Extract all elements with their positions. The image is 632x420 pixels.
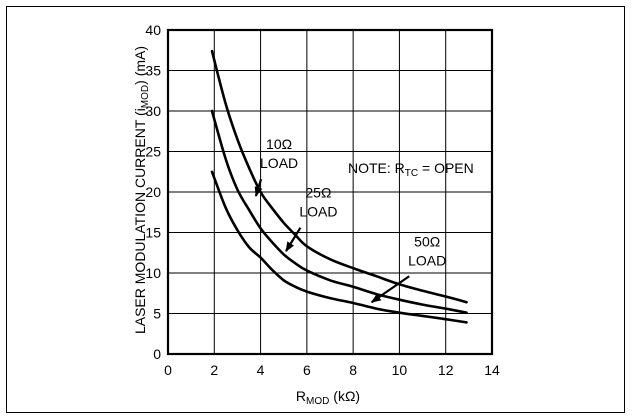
x-tick-labels: 0 2 4 6 8 10 12 14 [164, 362, 500, 378]
x-tick-label: 14 [484, 362, 500, 378]
annotation-label-a50: 50Ω [414, 233, 440, 249]
y-tick-labels: 0 5 10 15 20 25 30 35 40 [145, 22, 161, 362]
y-tick-label: 20 [145, 184, 161, 200]
x-tick-label: 2 [210, 362, 218, 378]
x-tick-label: 8 [349, 362, 357, 378]
annotation-arrow-a25 [285, 227, 302, 252]
x-axis-label: RMOD (kΩ) [296, 388, 360, 407]
y-tick-label: 30 [145, 103, 161, 119]
plot-area [166, 28, 494, 356]
y-tick-label: 10 [145, 265, 161, 281]
annotation-label-a25: 25Ω [305, 185, 331, 201]
x-tick-label: 10 [392, 362, 408, 378]
x-tick-label: 6 [303, 362, 311, 378]
x-tick-label: 12 [438, 362, 454, 378]
annotation-label-a50: LOAD [408, 252, 446, 268]
series-line-3 [210, 170, 468, 324]
figure-frame [6, 6, 625, 413]
y-tick-label: 0 [153, 346, 161, 362]
y-tick-label: 35 [145, 63, 161, 79]
y-tick-label: 15 [145, 225, 161, 241]
x-tick-label: 0 [164, 362, 172, 378]
y-tick-label: 25 [145, 144, 161, 160]
annotations: 10Ω LOAD 25Ω LOAD 50Ω LOAD [254, 136, 446, 304]
y-tick-label: 5 [153, 306, 161, 322]
annotation-label-a10: 10Ω [266, 136, 292, 152]
note-label: NOTE: RTC = OPEN [348, 160, 474, 179]
annotation-arrow-a10 [254, 178, 263, 198]
annotation-label-a10: LOAD [260, 155, 298, 171]
annotation-label-a25: LOAD [299, 204, 337, 220]
y-tick-label: 40 [145, 22, 161, 38]
series-lines [210, 49, 468, 324]
x-tick-label: 4 [257, 362, 265, 378]
series-line-2 [210, 109, 468, 314]
series-line-1 [210, 49, 468, 304]
y-axis-label: LASER MODULATION CURRENT (iMOD) (mA) [132, 46, 151, 334]
annotation-arrow-a50 [370, 275, 410, 304]
